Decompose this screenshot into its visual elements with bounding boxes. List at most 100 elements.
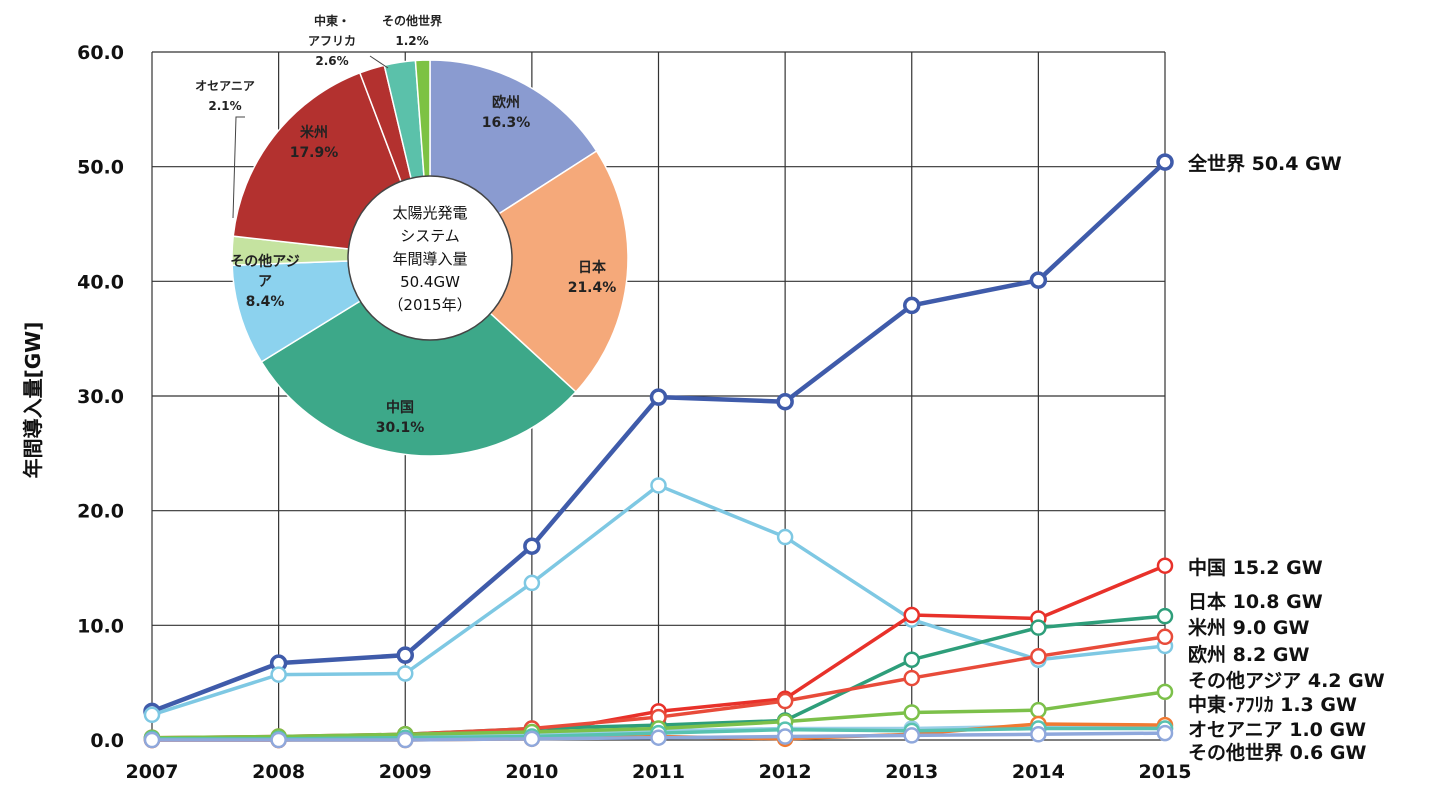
pie-label-line: 16.3% — [482, 115, 531, 131]
x-tick-label: 2015 — [1139, 761, 1192, 783]
series-lines — [143, 153, 1174, 749]
y-tick-label: 10.0 — [77, 615, 124, 637]
pie-label-line: 米州 — [300, 124, 328, 141]
pie-label-line: その他アジ — [230, 253, 299, 270]
pie-label: 中国 30.1% — [376, 399, 425, 436]
series-1 — [143, 477, 1174, 724]
data-point — [1156, 153, 1174, 171]
pie-label: 日本 21.4% — [568, 259, 617, 296]
pie-center-line: 年間導入量 — [392, 250, 467, 268]
pie-slice — [260, 257, 577, 457]
data-point — [1156, 557, 1174, 574]
pie-center-line: （2015年） — [388, 296, 471, 314]
y-tick-label: 60.0 — [77, 42, 124, 64]
data-point — [903, 704, 920, 721]
data-point — [1030, 726, 1047, 743]
data-point — [776, 692, 794, 710]
pie-label: 欧州 16.3% — [482, 94, 531, 131]
pie-label-line: オセアニア — [195, 79, 255, 93]
data-point — [396, 646, 414, 664]
data-point — [903, 606, 920, 624]
data-point — [650, 729, 667, 746]
y-tick-label: 50.0 — [77, 157, 124, 179]
data-point — [1156, 683, 1174, 701]
pie-label-line: 8.4% — [246, 294, 285, 310]
data-point — [776, 528, 794, 546]
data-point — [903, 727, 920, 744]
pie-label-line: 17.9% — [290, 145, 339, 161]
x-tick-label: 2011 — [632, 761, 685, 783]
x-tick-label: 2012 — [759, 761, 812, 783]
series-end-label: 中国 15.2 GW — [1188, 556, 1323, 579]
pie-label-line: 1.2% — [395, 34, 428, 48]
data-point — [523, 537, 541, 555]
pie-label-line: アフリカ — [308, 34, 356, 48]
series-end-label: 欧州 8.2 GW — [1188, 643, 1309, 666]
data-point — [1156, 724, 1174, 742]
pie-label-line: 21.4% — [568, 280, 617, 296]
data-point — [270, 731, 287, 749]
series-end-label: 全世界 50.4 GW — [1187, 152, 1342, 175]
leader-line — [369, 55, 389, 69]
pie-label-line: 日本 — [578, 259, 607, 276]
series-end-label: 中東･ｱﾌﾘｶ 1.3 GW — [1188, 693, 1357, 716]
series-end-label: その他世界 0.6 GW — [1188, 741, 1366, 764]
data-point — [650, 477, 667, 494]
data-point — [523, 574, 541, 592]
pie-label: その他世界 1.2% — [382, 13, 442, 48]
x-tick-label: 2007 — [126, 761, 179, 783]
series-end-label: オセアニア 1.0 GW — [1188, 719, 1366, 741]
series-end-label: その他アジア 4.2 GW — [1188, 669, 1385, 692]
y-tick-label: 30.0 — [77, 386, 124, 408]
y-tick-label: 40.0 — [77, 271, 124, 293]
x-tick-label: 2010 — [505, 761, 558, 783]
pie-center-text: 太陽光発電システム年間導入量 50.4GW （2015年） — [388, 204, 471, 314]
data-point — [776, 392, 794, 411]
y-tick-label: 20.0 — [77, 501, 124, 523]
pie-label-line: 2.6% — [315, 54, 348, 68]
y-tick-label: 0.0 — [90, 730, 124, 752]
pie-label: 米州 17.9% — [290, 124, 339, 161]
data-point — [1029, 271, 1048, 289]
data-point — [1156, 628, 1174, 646]
pie-label-line: 30.1% — [376, 420, 425, 436]
series-end-label: 米州 9.0 GW — [1188, 616, 1309, 639]
data-point — [903, 651, 920, 668]
data-point — [903, 296, 921, 315]
data-point — [143, 731, 161, 749]
data-point — [270, 666, 287, 683]
pie-label-line: 中国 — [386, 399, 414, 416]
data-point — [1030, 648, 1047, 665]
x-tick-label: 2013 — [885, 761, 938, 783]
data-point — [1156, 607, 1174, 625]
pie-label-line: 欧州 — [492, 94, 520, 111]
x-tick-labels: 2007 2008 2009 2010 2011 2012 2013 2014 2015 — [126, 761, 1192, 783]
pie-center — [347, 175, 513, 341]
regional-share-pie: 欧州 16.3% 日本 21.4% 中国 30.1% その他アジア 8.4% 米州 17.9% オセ… — [195, 13, 629, 457]
data-point — [143, 706, 161, 724]
x-tick-label: 2009 — [379, 761, 432, 783]
data-point — [523, 730, 541, 748]
series-9 — [143, 724, 1174, 749]
x-tick-label: 2008 — [252, 761, 305, 783]
data-point — [1030, 619, 1047, 636]
data-point — [397, 731, 414, 749]
data-point — [397, 665, 414, 682]
pie-center-line: 太陽光発電 — [392, 204, 467, 222]
pie-label-line: その他世界 — [382, 13, 442, 28]
leader-line — [232, 116, 245, 219]
pie-center-line: 50.4GW — [400, 273, 460, 291]
pie-label: オセアニア 2.1% — [195, 79, 255, 113]
pie-label: その他アジア 8.4% — [230, 253, 299, 310]
pie-slice — [428, 150, 629, 393]
data-point — [903, 669, 920, 687]
data-point — [776, 728, 794, 745]
y-tick-labels: 0.0 10.0 20.0 30.0 40.0 50.0 60.0 — [77, 42, 124, 752]
series-end-labels: 全世界 50.4 GW 中国 15.2 GW 日本 10.8 GW 米州 9.0 GW… — [1187, 152, 1385, 764]
y-axis-label: 年間導入量[GW] — [21, 322, 45, 479]
pie-label-line: 中東・ — [314, 13, 350, 28]
data-point — [649, 388, 668, 406]
data-point — [1030, 701, 1047, 719]
series-end-label: 日本 10.8 GW — [1188, 590, 1323, 613]
x-tick-label: 2014 — [1012, 761, 1065, 783]
